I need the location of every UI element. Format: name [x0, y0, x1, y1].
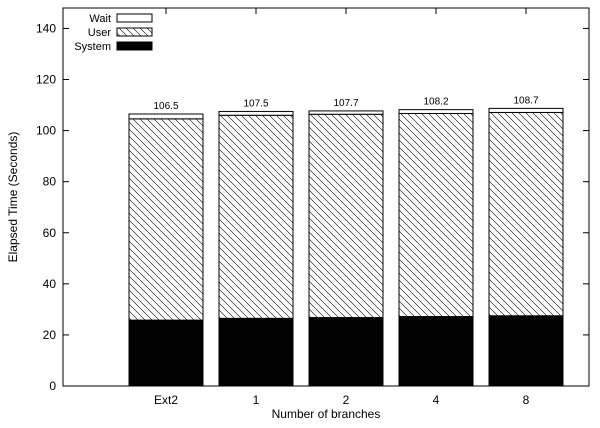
x-tick-label: 1: [253, 393, 260, 407]
bar-segment-user: [128, 118, 204, 321]
bar-segment-system: [488, 315, 564, 387]
legend: Wait User System: [74, 13, 153, 53]
total-label: 106.5: [153, 101, 178, 112]
total-label: 108.2: [423, 97, 448, 108]
bar-segment-system: [128, 319, 204, 387]
x-tick-label: 8: [523, 393, 530, 407]
y-tick-label: 20: [43, 328, 57, 342]
legend-label-wait: Wait: [89, 13, 111, 25]
y-tick-label: 40: [43, 277, 57, 291]
bars: [128, 107, 564, 387]
y-tick-label: 60: [43, 226, 57, 240]
bar-segment-user: [488, 111, 564, 317]
x-axis-title: Number of branches: [272, 407, 381, 421]
legend-swatch-wait: [116, 13, 153, 23]
bar-segment-wait: [128, 113, 204, 120]
y-tick-label: 120: [36, 73, 56, 87]
total-label: 108.7: [513, 95, 538, 106]
y-tick-label: 140: [36, 21, 56, 35]
y-tick-label: 80: [43, 175, 57, 189]
y-tick-label: 100: [36, 124, 56, 138]
x-tick-label: 2: [343, 393, 350, 407]
y-axis-title: Elapsed Time (Seconds): [6, 132, 20, 263]
y-axis: 0 20 40 60 80 100 120 140: [36, 21, 589, 393]
bar-segment-system: [218, 317, 294, 387]
y-tick-label: 0: [49, 379, 56, 393]
bar-segment-system: [308, 317, 384, 387]
bar-segment-user: [218, 114, 294, 319]
legend-label-user: User: [88, 27, 112, 39]
x-tick-label: 4: [433, 393, 440, 407]
bar-segment-wait: [308, 110, 384, 115]
legend-swatch-user: [116, 27, 153, 37]
bar-segment-user: [398, 112, 474, 318]
total-label: 107.7: [333, 98, 358, 109]
bar-segment-wait: [488, 107, 564, 113]
legend-swatch-system: [116, 41, 153, 51]
bar-segment-wait: [398, 109, 474, 114]
bar-segment-system: [398, 316, 474, 387]
x-tick-label: Ext2: [154, 393, 178, 407]
bar-segment-wait: [218, 110, 294, 116]
bar-segment-user: [308, 113, 384, 319]
total-label: 107.5: [243, 98, 268, 109]
total-labels: 106.5 107.5 107.7 108.2 108.7: [153, 95, 538, 112]
legend-label-system: System: [74, 41, 111, 53]
